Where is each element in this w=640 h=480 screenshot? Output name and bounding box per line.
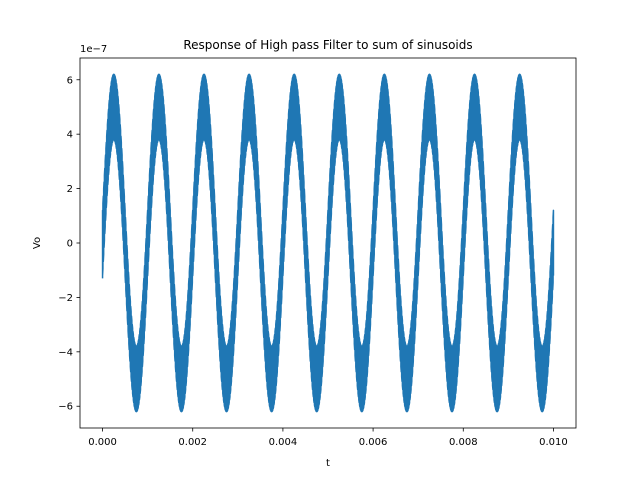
axes-frame [79, 57, 577, 429]
x-tick-label: 0.010 [539, 437, 568, 448]
x-tick-label: 0.006 [359, 437, 388, 448]
y-tick-label: −2 [58, 293, 73, 304]
y-offset-label: 1e−7 [80, 44, 107, 55]
x-tick-label: 0.004 [269, 437, 298, 448]
y-tick-label: 0 [67, 239, 73, 250]
y-tick-label: 6 [67, 75, 73, 86]
y-axis-label: Vo [32, 237, 43, 249]
x-tick-label: 0.008 [449, 437, 478, 448]
y-tick-label: 4 [67, 130, 73, 141]
x-tick-label: 0.002 [178, 437, 207, 448]
y-axis: −6 −4 −2 0 2 4 6 [58, 75, 80, 413]
x-tick-label: 0.000 [88, 437, 117, 448]
y-tick-label: 2 [67, 184, 73, 195]
plot-area [101, 73, 555, 413]
y-tick-label: −4 [58, 347, 73, 358]
x-axis-label: t [326, 458, 330, 469]
series-line [101, 73, 555, 413]
x-axis: 0.000 0.002 0.004 0.006 0.008 0.010 [88, 428, 568, 448]
chart-title: Response of High pass Filter to sum of s… [183, 38, 472, 52]
y-tick-label: −6 [58, 402, 73, 413]
